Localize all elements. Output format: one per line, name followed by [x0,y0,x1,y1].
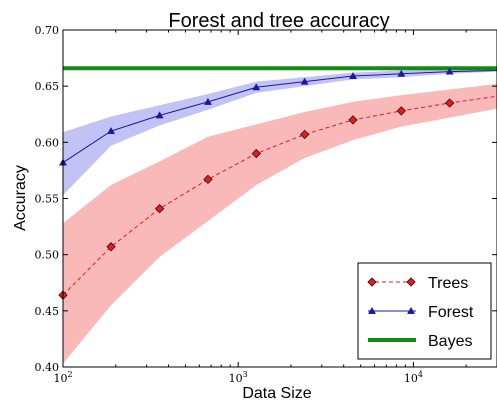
forest-point [397,69,406,77]
forest-point [445,67,454,75]
chart-title: Forest and tree accuracy [168,10,389,32]
trees-point [203,174,213,185]
x-axis-label: Data Size [242,385,311,402]
legend-forest-marker [367,306,377,314]
trees-point [445,98,455,108]
legend-trees-marker [367,277,377,287]
trees-point [300,129,310,140]
legend-trees-marker [406,277,416,287]
x-tick-label: 104 [404,370,423,385]
trees-point [154,203,165,214]
y-axis-label: Accuracy [12,165,29,231]
x-tick-label: 103 [229,370,248,385]
legend-forest-label: Forest [428,304,474,321]
series-markers [58,67,455,300]
legend: Trees Forest Bayes [357,262,492,360]
forest-line [62,69,497,163]
series-lines [62,66,497,296]
legend-trees-label: Trees [428,275,468,292]
trees-point [106,242,116,252]
y-tick-label: 0.60 [35,136,60,149]
legend-forest-marker [406,306,416,314]
y-tick-label: 0.40 [35,361,60,374]
trees-confidence-band [63,83,497,364]
y-tick-label: 0.65 [35,80,60,93]
forest-point [203,97,212,105]
y-tick-label: 0.55 [35,193,60,206]
y-tick-label: 0.45 [35,305,60,318]
y-tick-label: 0.50 [35,249,60,262]
trees-point [251,148,261,159]
forest-point [300,77,309,85]
legend-box [357,262,492,360]
legend-bayes-label: Bayes [428,333,472,350]
y-tick-label: 0.70 [35,24,60,37]
trees-point [396,106,406,116]
forest-point [155,111,164,119]
forest-point [252,83,261,91]
trees-line [62,95,497,296]
confidence-bands [63,69,497,364]
x-axis-ticks: 102 103 104 [53,30,497,385]
trees-point [348,115,358,125]
y-axis-ticks: 0.40 0.45 0.50 0.55 0.60 0.65 0.70 [35,24,497,374]
x-tick-label: 102 [53,370,72,385]
forest-point [107,126,116,135]
forest-point [348,71,358,80]
